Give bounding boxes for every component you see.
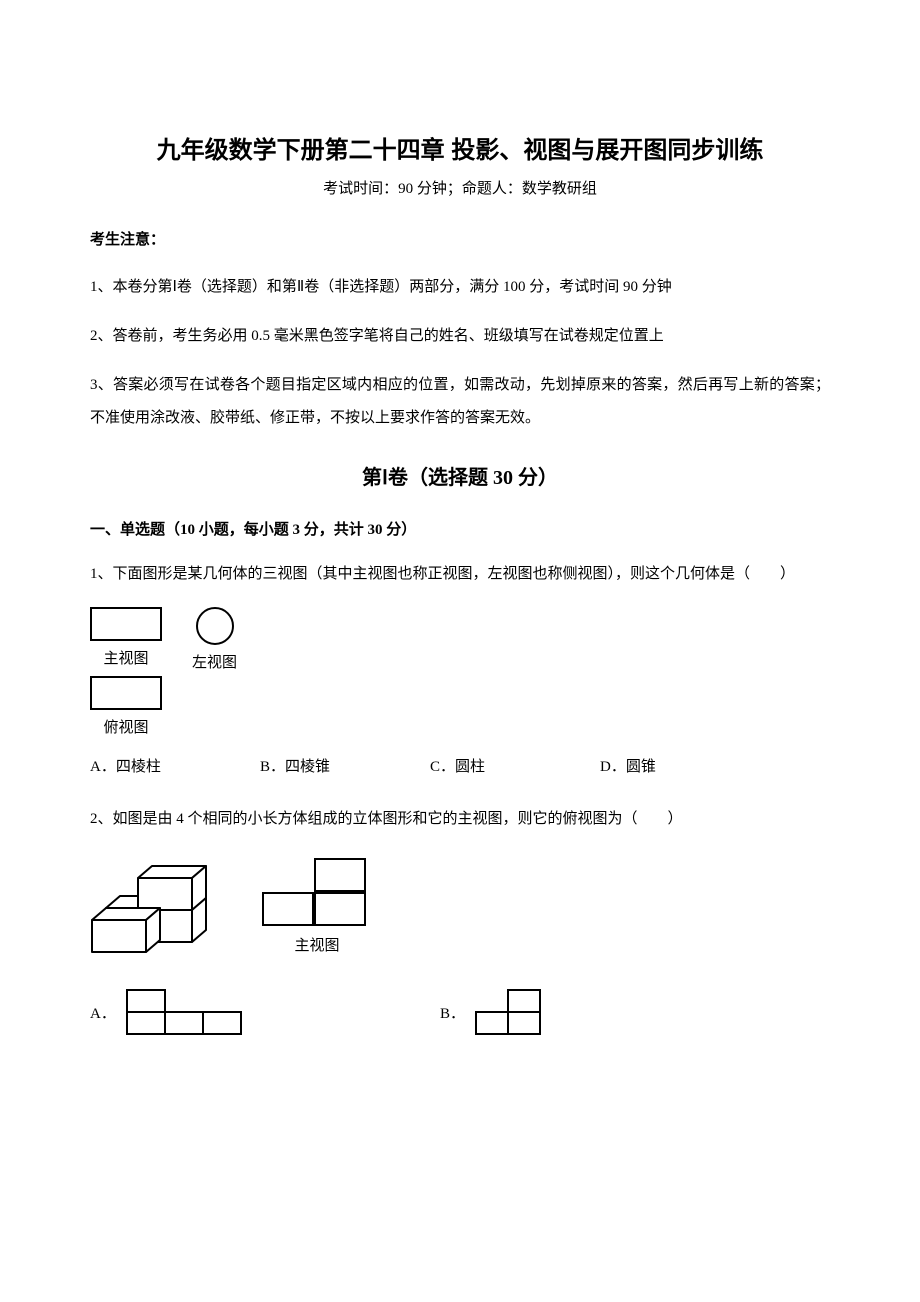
q2-option-a-icon bbox=[126, 989, 242, 1035]
top-view-label: 俯视图 bbox=[103, 716, 148, 737]
page-title: 九年级数学下册第二十四章 投影、视图与展开图同步训练 bbox=[90, 130, 830, 165]
q2-option-b-icon bbox=[475, 989, 539, 1035]
page-subtitle: 考试时间：90 分钟；命题人：数学教研组 bbox=[90, 177, 830, 198]
question-2-text: 2、如图是由 4 个相同的小长方体组成的立体图形和它的主视图，则它的俯视图为（ … bbox=[90, 804, 830, 834]
question-1-figure: 主视图 左视图 俯视图 bbox=[90, 607, 830, 737]
main-view-grid-icon bbox=[262, 858, 372, 930]
left-view-label: 左视图 bbox=[192, 651, 237, 672]
q1-option-d: D．圆锥 bbox=[600, 755, 770, 776]
exam-page: 九年级数学下册第二十四章 投影、视图与展开图同步训练 考试时间：90 分钟；命题… bbox=[0, 0, 920, 1302]
subsection-header: 一、单选题（10 小题，每小题 3 分，共计 30 分） bbox=[90, 518, 830, 539]
left-view-circle-icon bbox=[196, 607, 234, 645]
notice-3: 3、答案必须写在试卷各个题目指定区域内相应的位置，如需改动，先划掉原来的答案，然… bbox=[90, 369, 830, 435]
q1-option-c: C．圆柱 bbox=[430, 755, 600, 776]
main-view-block: 主视图 bbox=[262, 858, 372, 955]
q2-option-b-label: B． bbox=[440, 1002, 465, 1023]
front-view-rect-icon bbox=[90, 607, 162, 641]
q1-option-b: B．四棱锥 bbox=[260, 755, 430, 776]
top-view-rect-icon bbox=[90, 676, 162, 710]
notice-header: 考生注意： bbox=[90, 228, 830, 249]
question-1-text: 1、下面图形是某几何体的三视图（其中主视图也称正视图，左视图也称侧视图），则这个… bbox=[90, 559, 830, 589]
question-2-figure: 主视图 bbox=[90, 858, 830, 955]
notice-2: 2、答卷前，考生务必用 0.5 毫米黑色签字笔将自己的姓名、班级填写在试卷规定位… bbox=[90, 320, 830, 353]
section-1-title: 第Ⅰ卷（选择题 30 分） bbox=[90, 461, 830, 490]
main-view-label: 主视图 bbox=[294, 934, 339, 955]
front-view-block: 主视图 bbox=[90, 607, 162, 668]
notice-1: 1、本卷分第Ⅰ卷（选择题）和第Ⅱ卷（非选择题）两部分，满分 100 分，考试时间… bbox=[90, 271, 830, 304]
front-view-label: 主视图 bbox=[103, 647, 148, 668]
top-view-block: 俯视图 bbox=[90, 676, 162, 737]
left-view-block: 左视图 bbox=[192, 607, 237, 672]
question-2-options: A． B． bbox=[90, 989, 830, 1035]
q2-option-a-label: A． bbox=[90, 1002, 116, 1023]
solid-3d-icon bbox=[90, 860, 220, 955]
q1-option-a: A．四棱柱 bbox=[90, 755, 260, 776]
question-1-options: A．四棱柱 B．四棱锥 C．圆柱 D．圆锥 bbox=[90, 755, 830, 776]
